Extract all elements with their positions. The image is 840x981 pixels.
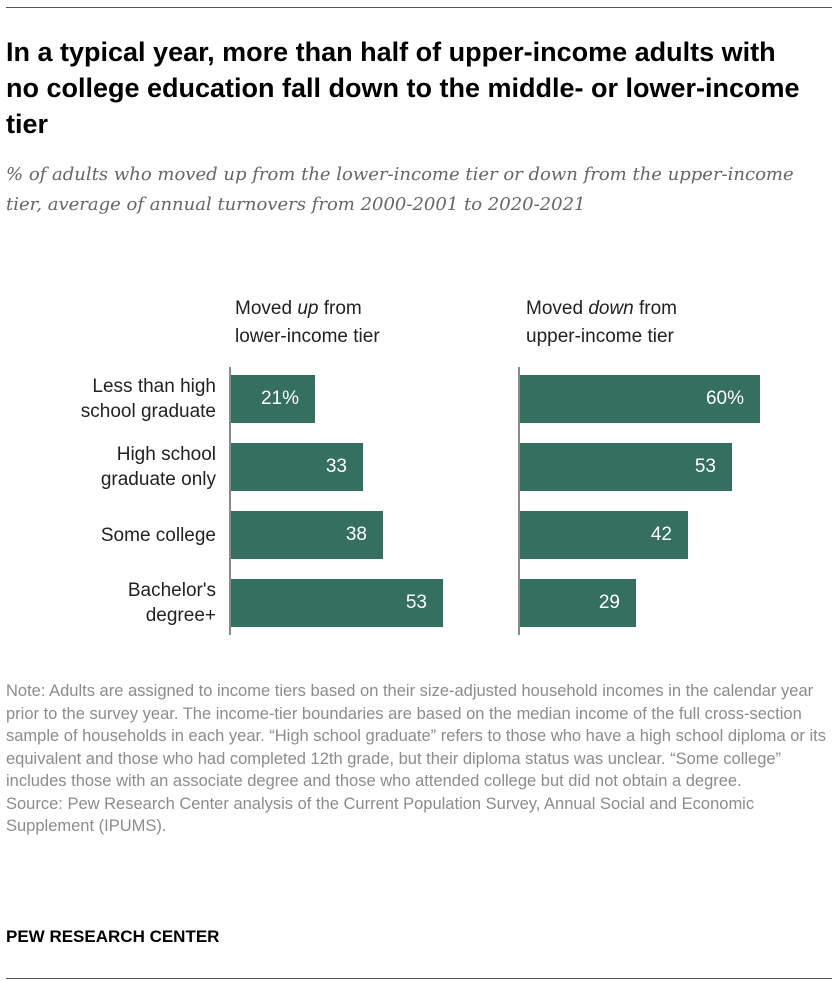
axis-line-up [229, 367, 231, 635]
category-label: High school graduate only [16, 442, 216, 492]
bar-down [520, 443, 732, 491]
data-label-down: 29 [598, 592, 620, 613]
category-label-line: High school [116, 444, 216, 465]
category-label: Some college [16, 523, 216, 548]
bar-down [520, 375, 760, 423]
bottom-rule [6, 978, 832, 979]
bar-up [231, 443, 363, 491]
panel-heading-moved-down: Moved down from upper-income tier [526, 295, 677, 351]
data-label-down: 60% [705, 388, 744, 409]
note-text: Note: Adults are assigned to income tier… [6, 682, 826, 790]
bar-down [520, 511, 688, 559]
bar-up [231, 375, 315, 423]
panel-heading-text: Moved [235, 298, 298, 319]
bar-down [520, 579, 636, 627]
data-label-up: 38 [345, 524, 367, 545]
panel-heading-emphasis: up [297, 298, 319, 319]
category-label-line: Bachelor's [127, 580, 216, 601]
data-label-up: 33 [325, 456, 347, 477]
panel-heading-text: from [318, 298, 362, 319]
category-label-line: Less than high [92, 376, 216, 397]
chart-title: In a typical year, more than half of upp… [6, 37, 800, 139]
panel-heading-moved-up: Moved up from lower-income tier [235, 295, 380, 351]
data-label-down: 53 [694, 456, 716, 477]
bar-up [231, 511, 383, 559]
source-text: Source: Pew Research Center analysis of … [6, 794, 755, 836]
axis-line-down [518, 367, 520, 635]
category-label-line: Some college [100, 524, 216, 546]
category-label-line: school graduate [80, 401, 216, 422]
footnote: Note: Adults are assigned to income tier… [6, 680, 826, 838]
data-label-down: 42 [650, 524, 672, 545]
category-label: Bachelor's degree+ [16, 578, 216, 628]
panel-heading-text: from [633, 298, 678, 319]
panel-heading-text: lower-income tier [235, 326, 380, 347]
top-rule [6, 7, 832, 8]
category-label-line: degree+ [145, 605, 216, 626]
panel-heading-text: upper-income tier [526, 326, 674, 347]
panel-heading-text: Moved [526, 298, 589, 319]
bar-up [231, 579, 443, 627]
category-label: Less than high school graduate [16, 374, 216, 424]
chart-subtitle: % of adults who moved up from the lower-… [6, 164, 794, 215]
panel-heading-emphasis: down [588, 298, 634, 319]
category-label-line: graduate only [100, 469, 216, 490]
pew-logo-text: PEW RESEARCH CENTER [6, 927, 220, 946]
data-label-up: 21% [260, 388, 299, 409]
data-label-up: 53 [405, 592, 427, 613]
